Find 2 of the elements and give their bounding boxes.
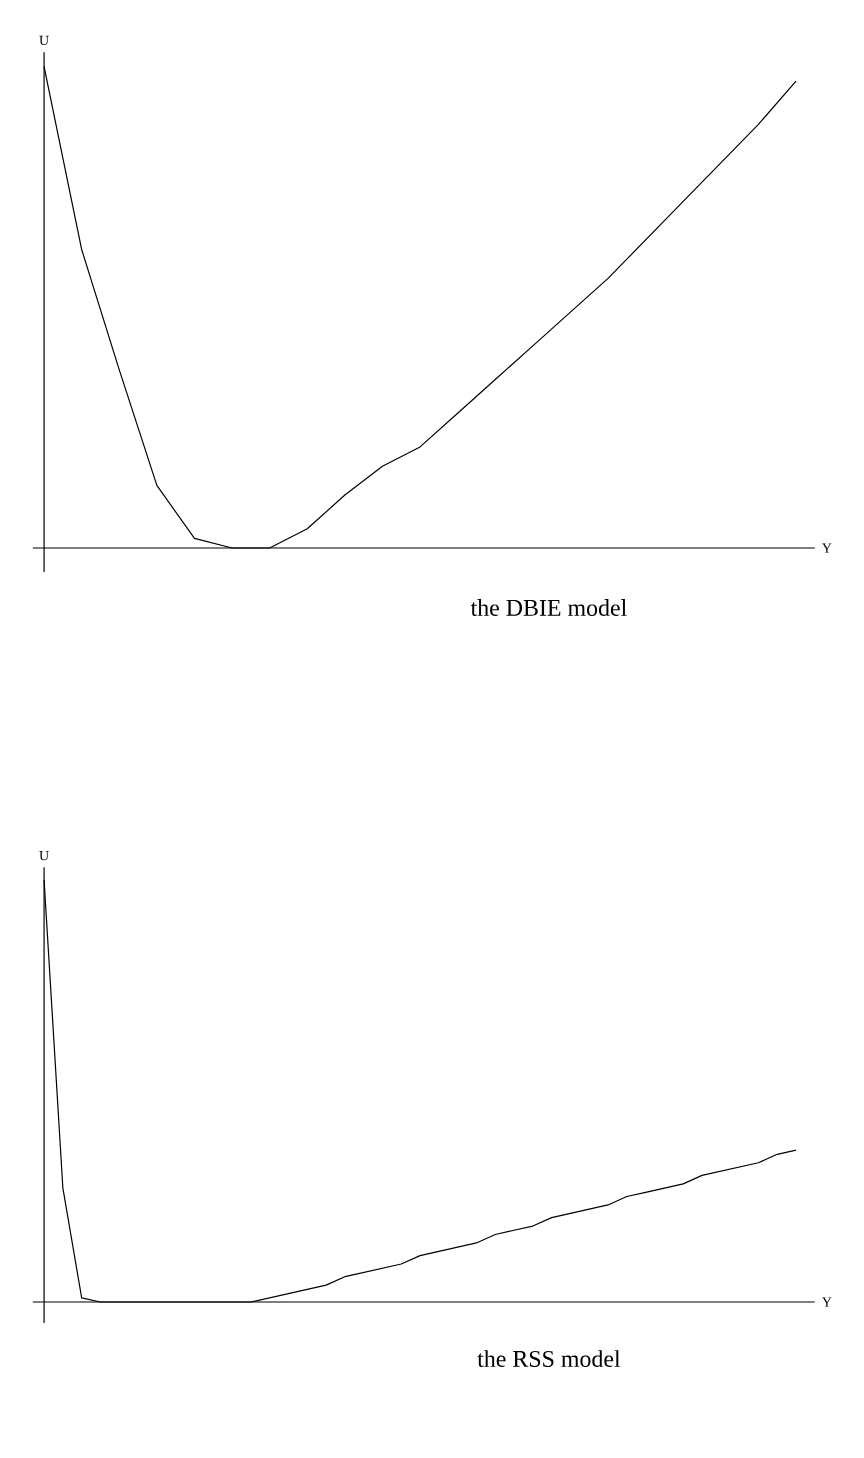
text: the DBIE model: [470, 599, 627, 616]
text: the RSS model: [477, 1350, 621, 1367]
